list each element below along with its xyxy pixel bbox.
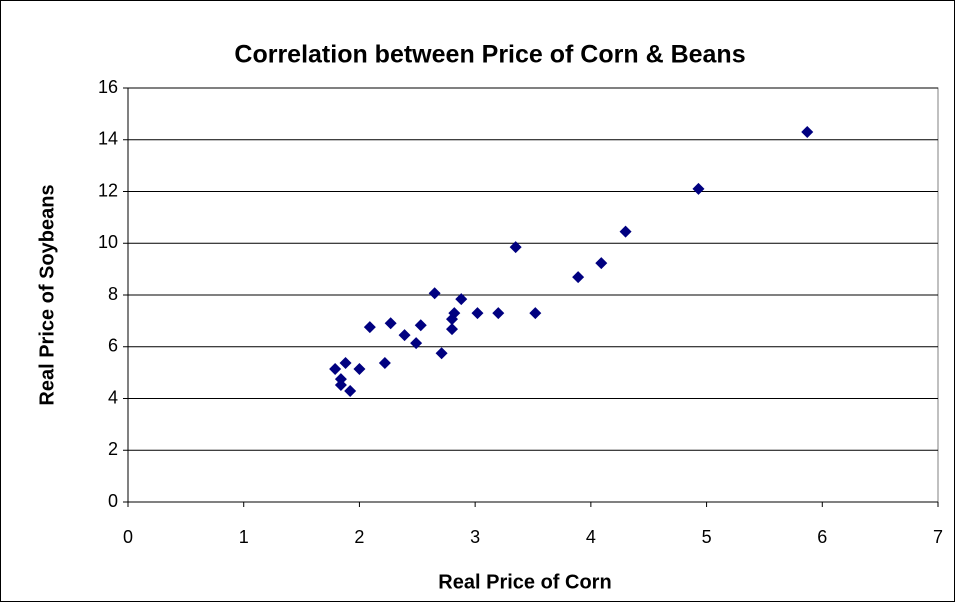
point bbox=[378, 357, 391, 370]
point bbox=[492, 307, 505, 320]
point bbox=[344, 384, 357, 397]
point bbox=[446, 313, 458, 326]
point bbox=[435, 347, 448, 360]
point bbox=[572, 271, 585, 284]
point bbox=[428, 287, 441, 300]
point bbox=[334, 379, 347, 392]
y-tick-label: 0 bbox=[108, 491, 118, 511]
point bbox=[363, 321, 376, 334]
y-tick-label: 6 bbox=[108, 336, 118, 356]
point bbox=[529, 307, 542, 320]
point bbox=[410, 337, 423, 350]
point bbox=[595, 257, 608, 270]
y-tick-label: 12 bbox=[98, 180, 118, 200]
x-tick-label: 7 bbox=[933, 527, 943, 547]
y-tick-label: 8 bbox=[108, 284, 118, 304]
point bbox=[384, 317, 397, 330]
point bbox=[801, 125, 814, 138]
point bbox=[329, 363, 342, 376]
y-tick-label: 16 bbox=[98, 77, 118, 97]
x-tick-label: 4 bbox=[586, 527, 596, 547]
x-tick-label: 6 bbox=[817, 527, 827, 547]
x-tick-label: 3 bbox=[470, 527, 480, 547]
x-axis-label: Real Price of Corn bbox=[438, 571, 611, 593]
chart-title: Correlation between Price of Corn & Bean… bbox=[234, 41, 745, 69]
point bbox=[414, 319, 427, 332]
x-tick-label: 2 bbox=[354, 527, 364, 547]
point bbox=[619, 225, 632, 238]
point bbox=[398, 329, 411, 342]
point bbox=[471, 307, 484, 320]
y-axis-label: Real Price of Soybeans bbox=[36, 184, 58, 405]
y-tick-label: 2 bbox=[108, 439, 118, 459]
y-tick-label: 14 bbox=[98, 129, 118, 149]
y-tick-label: 4 bbox=[108, 387, 118, 407]
point bbox=[509, 241, 522, 254]
point bbox=[455, 293, 468, 306]
x-tick-label: 1 bbox=[239, 527, 249, 547]
point bbox=[446, 323, 458, 336]
point bbox=[339, 357, 352, 370]
x-tick-label: 0 bbox=[123, 527, 133, 547]
y-tick-label: 10 bbox=[98, 232, 118, 252]
x-tick-label: 5 bbox=[702, 527, 712, 547]
point bbox=[353, 363, 366, 376]
point bbox=[692, 182, 705, 195]
